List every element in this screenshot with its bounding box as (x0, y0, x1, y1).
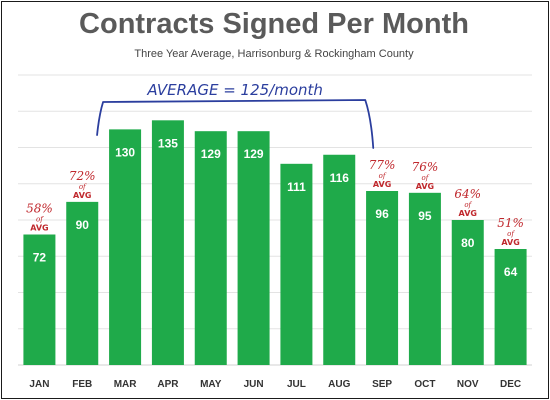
x-tick-label: SEP (372, 379, 392, 390)
percent-annotation-of: of (79, 183, 87, 191)
x-tick-label: MAR (114, 379, 138, 390)
x-tick-label: DEC (500, 379, 521, 390)
bar-value-label: 96 (375, 207, 389, 221)
percent-annotation-avg: AVG (30, 224, 48, 233)
bars (23, 120, 527, 365)
bar (280, 163, 313, 365)
average-label: AVERAGE = 125/month (146, 81, 323, 99)
bar (494, 249, 527, 365)
percent-annotation-of: of (422, 174, 430, 182)
bar-value-label: 95 (418, 209, 432, 223)
x-tick-label: OCT (414, 379, 435, 390)
percent-annotation-avg: AVG (501, 238, 519, 247)
bar (23, 234, 56, 365)
chart-title: Contracts Signed Per Month (79, 8, 469, 40)
bar-value-label: 90 (76, 218, 90, 232)
x-tick-label: JAN (29, 379, 49, 390)
bar-value-label: 72 (33, 251, 47, 265)
bar (194, 131, 227, 365)
bar (366, 191, 399, 365)
bar-value-label: 111 (287, 180, 306, 194)
bar (66, 201, 99, 365)
x-tick-label: APR (157, 379, 179, 390)
chart-subtitle: Three Year Average, Harrisonburg & Rocki… (134, 48, 414, 60)
percent-annotation-avg: AVG (373, 180, 391, 189)
percent-annotation: 51% (497, 216, 524, 230)
percent-annotation-of: of (464, 201, 472, 209)
bar-value-label: 116 (330, 171, 350, 185)
x-tick-label: AUG (328, 379, 350, 390)
x-tick-label: JUL (287, 379, 306, 390)
bar (451, 220, 484, 365)
bar (151, 120, 184, 365)
percent-annotation: 64% (454, 187, 481, 201)
bar-value-label: 135 (158, 136, 178, 150)
percent-annotation-of: of (36, 216, 44, 224)
x-tick-label: NOV (457, 379, 479, 390)
percent-annotation: 77% (369, 158, 396, 172)
bar-value-label: 80 (461, 236, 475, 250)
x-tick-label: MAY (200, 379, 222, 390)
percent-annotation: 58% (26, 202, 53, 216)
percent-annotation-of: of (507, 230, 515, 238)
average-bracket: AVERAGE = 125/month (96, 81, 375, 149)
percent-annotation-avg: AVG (416, 182, 434, 191)
bar (323, 154, 356, 365)
gridlines (18, 74, 532, 366)
percent-annotation-of: of (379, 172, 387, 180)
percent-annotations: 58%ofAVG72%ofAVG77%ofAVG76%ofAVG64%ofAVG… (26, 158, 524, 247)
bar-value-label: 64 (504, 265, 518, 279)
bar (109, 129, 142, 365)
x-tick-label: JUN (244, 379, 264, 390)
average-bracket-line (96, 99, 375, 149)
bar-value-label: 129 (244, 147, 264, 161)
bar (237, 131, 270, 365)
value-labels: 72 90 130 135 129 129 111 116 96 95 80 64 (33, 136, 518, 279)
x-tick-label: FEB (72, 379, 92, 390)
percent-annotation-avg: AVG (459, 209, 477, 218)
bar (408, 192, 441, 365)
percent-annotation: 72% (69, 169, 96, 183)
x-tick-labels: JAN FEB MAR APR MAY JUN JUL AUG SEP OCT NOV DEC (29, 379, 521, 390)
percent-annotation-avg: AVG (73, 191, 91, 200)
percent-annotation: 76% (412, 160, 439, 174)
bar-value-label: 130 (115, 145, 135, 159)
bar-value-label: 129 (201, 147, 221, 161)
